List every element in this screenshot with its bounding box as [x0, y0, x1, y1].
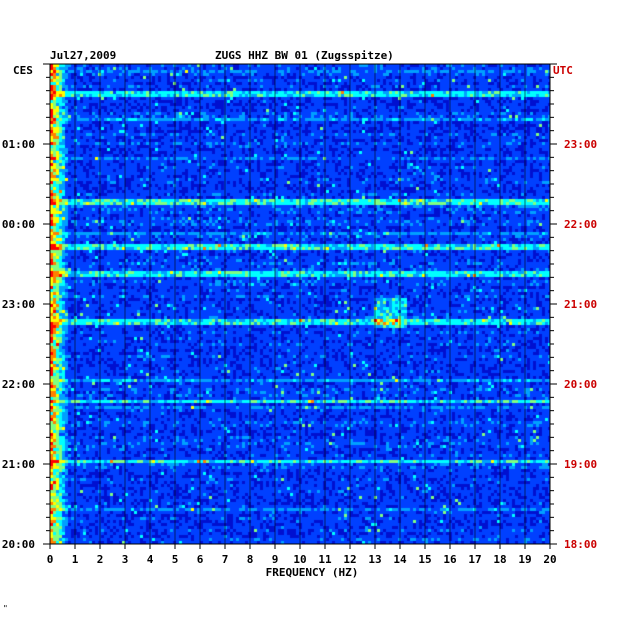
right-time-label-1: 22:00: [564, 218, 597, 231]
x-tick-label-15: 15: [418, 553, 431, 566]
frequency-gridlines: [74, 64, 526, 544]
x-tick-label-1: 1: [72, 553, 79, 566]
x-tick-label-9: 9: [272, 553, 279, 566]
x-tick-label-7: 7: [222, 553, 229, 566]
utc-timezone-label: UTC: [553, 64, 573, 77]
x-tick-label-19: 19: [518, 553, 531, 566]
x-tick-labels: 0 1 2 3 4 5 6 7 8 9 10 11 12 13 14 15 16 17 18 19 20: [47, 553, 557, 566]
right-time-label-0: 23:00: [564, 138, 597, 151]
x-tick-label-8: 8: [247, 553, 254, 566]
x-tick-label-17: 17: [468, 553, 481, 566]
axis-ticks: [43, 63, 557, 549]
station-title: ZUGS HHZ BW 01 (Zugsspitze): [215, 49, 394, 62]
x-tick-label-20: 20: [543, 553, 556, 566]
left-time-label-1: 00:00: [2, 218, 35, 231]
local-timezone-label: CES: [13, 64, 33, 77]
x-tick-label-10: 10: [293, 553, 306, 566]
left-time-labels: 01:00 00:00 23:00 22:00 21:00 20:00: [2, 138, 35, 551]
x-axis-label: FREQUENCY (HZ): [266, 566, 359, 579]
x-tick-label-11: 11: [318, 553, 332, 566]
x-tick-label-13: 13: [368, 553, 381, 566]
x-tick-label-14: 14: [393, 553, 407, 566]
date-label: Jul27,2009: [50, 49, 117, 62]
left-time-label-2: 23:00: [2, 298, 35, 311]
left-time-label-3: 22:00: [2, 378, 35, 391]
left-time-label-4: 21:00: [2, 458, 35, 471]
x-tick-label-6: 6: [197, 553, 204, 566]
right-time-label-3: 20:00: [564, 378, 597, 391]
x-tick-label-16: 16: [443, 553, 457, 566]
x-tick-label-3: 3: [122, 553, 129, 566]
x-tick-label-0: 0: [47, 553, 54, 566]
corner-mark: ": [3, 604, 8, 613]
x-tick-label-12: 12: [343, 553, 356, 566]
left-time-label-0: 01:00: [2, 138, 35, 151]
x-tick-label-4: 4: [147, 553, 154, 566]
x-tick-label-18: 18: [493, 553, 506, 566]
right-time-label-4: 19:00: [564, 458, 597, 471]
right-time-label-2: 21:00: [564, 298, 597, 311]
left-time-label-5: 20:00: [2, 538, 35, 551]
x-tick-label-5: 5: [172, 553, 179, 566]
right-time-label-5: 18:00: [564, 538, 597, 551]
right-time-labels: 23:00 22:00 21:00 20:00 19:00 18:00: [564, 138, 597, 551]
x-tick-label-2: 2: [97, 553, 104, 566]
